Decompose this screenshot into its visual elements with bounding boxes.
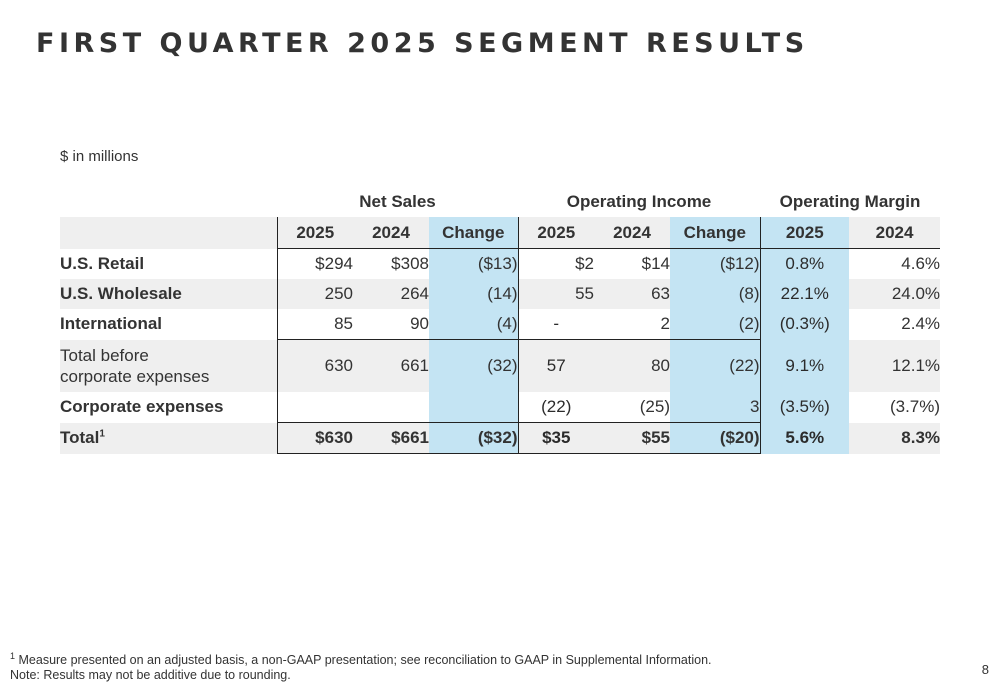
units-note: $ in millions	[60, 148, 139, 165]
cell: (3.7%)	[889, 397, 941, 417]
group-operating-income: Operating Income	[566, 191, 712, 211]
cell: 90	[410, 314, 429, 333]
col-header: Change	[670, 217, 761, 249]
col-header: 2024	[594, 217, 670, 249]
cell: 12.1%	[849, 339, 941, 392]
col-header: Change	[429, 217, 519, 249]
cell: (22)	[541, 397, 572, 416]
col-header: 2024	[353, 217, 429, 249]
cell: (0.3%)	[760, 309, 850, 340]
table-row: Total before corporate expenses 630 661 (…	[60, 339, 941, 392]
cell: (8)	[670, 279, 761, 309]
cell: 63	[594, 279, 670, 309]
cell: (32)	[429, 339, 519, 392]
cell: 22.1%	[760, 279, 850, 309]
segment-results-table: Net Sales Operating Income Operating Mar…	[60, 186, 941, 454]
group-header-row: Net Sales Operating Income Operating Mar…	[60, 186, 940, 217]
cell: $308	[391, 254, 429, 273]
table-row: U.S. Retail $294 $308 ($13) $2 $14 ($12)…	[60, 248, 941, 279]
footnote-2: Note: Results may not be additive due to…	[10, 668, 291, 683]
table-row: International 85 90 (4) - 2 (2) (0.3%) 2…	[60, 309, 940, 340]
cell: (4)	[429, 309, 519, 340]
cell: 57	[518, 339, 594, 392]
cell: 85	[276, 309, 353, 340]
cell: ($12)	[670, 248, 761, 279]
table-row: U.S. Wholesale 250 264 (14) 55 63 (8) 22…	[60, 279, 941, 309]
page-title: FIRST QUARTER 2025 SEGMENT RESULTS	[36, 28, 809, 59]
cell: (22)	[670, 339, 761, 392]
cell: ($20)	[670, 422, 761, 454]
col-header: 2025	[760, 217, 850, 249]
table-row-total: Total1 $630 $661 ($32) $35 $55 ($20) 5.6…	[60, 422, 941, 454]
row-label-line: Total before	[60, 345, 149, 365]
cell: 55	[518, 279, 594, 309]
cell: 264	[353, 279, 429, 309]
group-net-sales: Net Sales	[359, 191, 436, 211]
row-label-text: Total	[60, 428, 100, 447]
cell: $35	[518, 422, 594, 454]
footnote-marker: 1	[10, 651, 16, 661]
cell	[276, 392, 353, 423]
cell: 5.6%	[760, 422, 850, 454]
cell: $661	[353, 422, 429, 454]
col-header: 2025	[276, 217, 353, 249]
cell: 661	[353, 339, 429, 392]
group-operating-margin: Operating Margin	[779, 191, 921, 211]
cell: $630	[276, 422, 353, 454]
row-label: U.S. Wholesale	[60, 279, 277, 309]
footnote-1-text: Measure presented on an adjusted basis, …	[18, 653, 712, 668]
cell: $2	[575, 254, 594, 273]
cell: (2)	[670, 309, 761, 340]
cell: ($32)	[429, 422, 519, 454]
cell: (14)	[429, 279, 519, 309]
col-header: 2025	[518, 217, 594, 249]
cell: 80	[594, 339, 670, 392]
page-number: 8	[981, 662, 989, 677]
cell: 2	[660, 314, 670, 333]
cell: 9.1%	[760, 339, 850, 392]
cell	[353, 392, 429, 423]
cell: ($13)	[429, 248, 519, 279]
cell: 8.3%	[849, 422, 941, 454]
cell: -	[553, 314, 560, 333]
cell: (3.5%)	[760, 392, 850, 423]
column-header-row: 2025 2024 Change 2025 2024 Change 2025 2…	[60, 217, 941, 249]
cell	[429, 392, 519, 423]
footnote-marker: 1	[99, 428, 105, 440]
cell: 0.8%	[760, 248, 850, 279]
footnote-1: 1 Measure presented on an adjusted basis…	[10, 649, 712, 668]
table-row: Corporate expenses (22) (25) 3 (3.5%) (3…	[60, 392, 940, 423]
row-label: Corporate expenses	[60, 397, 224, 417]
cell: 630	[276, 339, 353, 392]
row-label-line: corporate expenses	[60, 366, 210, 386]
footnotes: 1 Measure presented on an adjusted basis…	[10, 649, 712, 683]
cell: (25)	[639, 397, 670, 416]
row-label: U.S. Retail	[60, 253, 145, 273]
col-header: 2024	[849, 217, 941, 249]
cell: $14	[641, 254, 670, 273]
cell: 3	[670, 392, 761, 423]
cell: $294	[276, 248, 353, 279]
cell: $55	[594, 422, 670, 454]
cell: 250	[276, 279, 353, 309]
row-label: International	[60, 314, 163, 334]
cell: 4.6%	[901, 254, 941, 273]
row-label: Total before corporate expenses	[60, 339, 277, 392]
cell: 24.0%	[849, 279, 941, 309]
row-label: Total1	[60, 422, 277, 454]
cell: 2.4%	[901, 314, 941, 334]
